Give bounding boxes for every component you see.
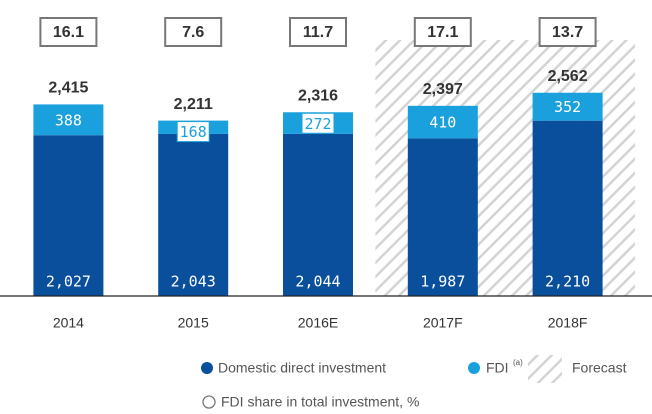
segment-label: 2,043 — [171, 273, 216, 291]
legend-swatch — [528, 355, 562, 383]
x-tick-label: 2017F — [423, 315, 463, 331]
segment-label: 2,027 — [46, 273, 91, 291]
bar-segment — [158, 133, 229, 296]
label-box — [301, 112, 335, 134]
segment-label: 2,210 — [545, 273, 590, 291]
share-label: 13.7 — [552, 24, 583, 41]
segment-label: 168 — [180, 123, 207, 141]
share-box — [538, 17, 597, 47]
bar-segment — [407, 105, 478, 139]
total-label: 2,397 — [423, 81, 463, 98]
x-tick-label: 2016E — [298, 315, 338, 331]
share-box — [164, 17, 223, 47]
x-tick-label: 2015 — [178, 315, 209, 331]
bar-segment — [33, 104, 104, 136]
share-label: 17.1 — [427, 24, 458, 41]
segment-label: 1,987 — [420, 273, 465, 291]
x-tick-label: 2018F — [548, 315, 588, 331]
legend-label: Domestic direct investment — [218, 360, 386, 376]
segment-label: 410 — [429, 114, 456, 132]
bar-segment — [532, 92, 603, 121]
total-label: 2,316 — [298, 87, 338, 104]
share-box — [289, 17, 347, 47]
segment-label: 352 — [554, 98, 581, 116]
share-label: 7.6 — [182, 24, 204, 41]
legend-superscript: (a) — [513, 358, 523, 367]
share-label: 11.7 — [303, 24, 333, 41]
legend-swatch — [201, 362, 213, 374]
total-label: 2,415 — [48, 80, 88, 97]
bar-segment — [407, 138, 478, 296]
bar-segment — [33, 135, 104, 296]
bar-segment — [283, 133, 353, 296]
legend-label: Forecast — [572, 360, 627, 376]
x-tick-label: 2014 — [53, 315, 84, 331]
share-box — [413, 17, 472, 47]
segment-label: 388 — [55, 111, 82, 129]
legend-swatch — [468, 362, 480, 374]
legend-label: FDI — [486, 360, 509, 376]
total-label: 2,211 — [174, 96, 213, 113]
label-box — [176, 121, 210, 143]
total-label: 2,562 — [548, 68, 588, 85]
legend-swatch — [202, 395, 216, 409]
segment-label: 272 — [304, 115, 331, 133]
segment-label: 2,044 — [295, 273, 340, 291]
share-box — [39, 17, 98, 47]
legend-label: FDI share in total investment, % — [221, 394, 419, 410]
share-label: 16.1 — [53, 24, 84, 41]
bar-segment — [532, 120, 603, 296]
